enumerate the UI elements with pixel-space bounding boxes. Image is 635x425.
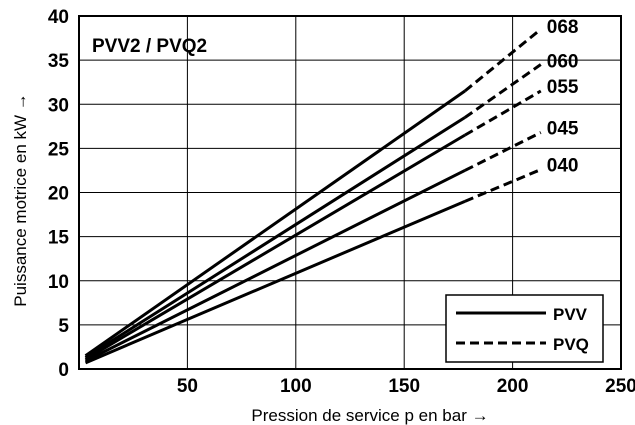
legend: PVV PVQ (445, 294, 604, 363)
y-tick-label-25: 25 (48, 139, 70, 160)
series-line-045-pvq (464, 131, 542, 172)
series-label-040: 040 (547, 156, 579, 177)
y-tick-label-30: 30 (48, 95, 69, 116)
series-line-068-pvv (84, 89, 466, 357)
chart-title: PVV2 / PVQ2 (92, 36, 207, 57)
x-axis-label: Pression de service p en bar → (251, 406, 488, 425)
y-tick-label-35: 35 (48, 51, 70, 72)
y-tick-label-40: 40 (48, 7, 69, 28)
legend-label-pvv: PVV (553, 305, 588, 324)
x-tick-labels: 50 100 150 200 250 (177, 376, 635, 397)
series-line-045-pvv (84, 169, 466, 363)
series-line-068-pvq (463, 28, 542, 93)
series-label-060: 060 (547, 52, 579, 73)
x-tick-label-150: 150 (388, 376, 420, 397)
series-line-060-pvq (464, 63, 542, 119)
x-tick-label-100: 100 (280, 376, 312, 397)
plot-frame (78, 15, 622, 370)
chart-grid (79, 16, 621, 369)
y-tick-label-0: 0 (58, 360, 69, 381)
legend-label-pvq: PVQ (553, 335, 589, 354)
series-labels: 068 060 055 045 040 (547, 17, 579, 176)
y-axis-label: Puissance motrice en kW → (11, 93, 30, 307)
x-tick-label-250: 250 (605, 376, 635, 397)
series-line-040-pvv (84, 199, 466, 365)
series-line-040-pvq (464, 168, 542, 203)
x-tick-label-200: 200 (497, 376, 529, 397)
y-tick-label-10: 10 (48, 272, 69, 293)
series-label-045: 045 (547, 118, 579, 139)
series-line-060-pvv (84, 116, 466, 359)
series-label-055: 055 (547, 77, 579, 98)
series-label-068: 068 (547, 17, 579, 38)
series-line-055-pvv (84, 133, 466, 361)
y-tick-label-20: 20 (48, 184, 69, 205)
y-tick-label-15: 15 (48, 228, 70, 249)
legend-box (445, 294, 604, 363)
y-tick-labels: 0 5 10 15 20 25 30 35 40 (48, 7, 70, 381)
y-tick-label-5: 5 (58, 316, 69, 337)
x-tick-label-50: 50 (177, 376, 198, 397)
series-line-055-pvq (464, 89, 542, 137)
series-lines (84, 28, 542, 365)
